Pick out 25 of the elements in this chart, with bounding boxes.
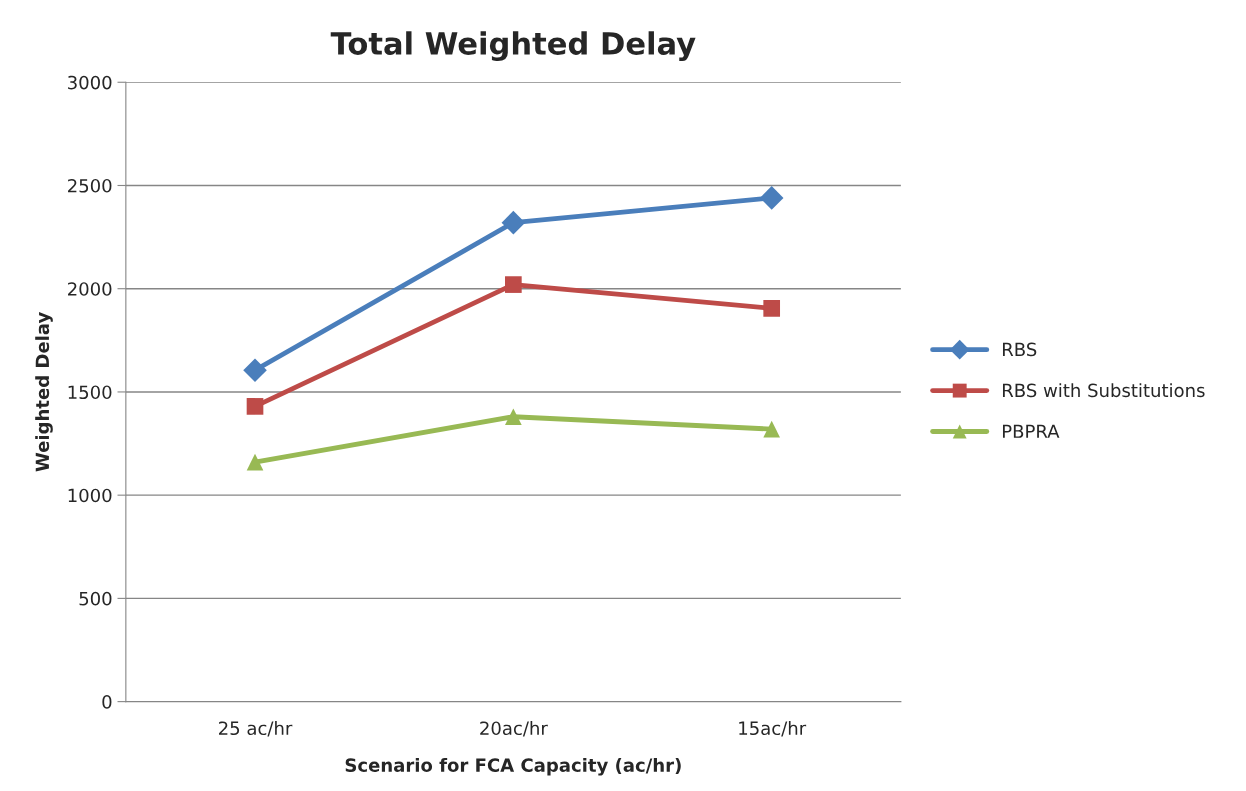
y-tick-label: 2000: [68, 282, 112, 296]
legend-label: PBPRA: [1002, 424, 1060, 438]
point: [501, 210, 526, 235]
point: [246, 453, 264, 471]
point: [759, 186, 784, 210]
y-tick-label: 2500: [68, 178, 112, 193]
point: [246, 398, 264, 415]
x-axis-title: Scenario for FCA Capacity (ac/hr): [345, 757, 681, 776]
point: [763, 299, 781, 317]
point: [243, 358, 267, 383]
y-axis-title: Weighted Delay: [35, 312, 53, 472]
legend-label: RBS: [1002, 342, 1037, 357]
legend-label: RBS with Substitutions: [1002, 383, 1205, 398]
y-tick-label: 1500: [68, 385, 112, 400]
point: [505, 276, 522, 293]
x-tick-label: 25 ac/hr: [219, 721, 293, 737]
y-tick-label: 500: [79, 591, 112, 606]
x-tick-label: 20ac/hr: [480, 721, 548, 737]
point: [763, 420, 781, 438]
chart-title: Total Weighted Delay: [330, 31, 696, 62]
y-tick-label: 0: [102, 695, 112, 709]
y-tick-label: 3000: [68, 75, 112, 90]
y-tick-label: 1000: [68, 488, 112, 503]
x-tick-label: 15ac/hr: [739, 721, 807, 737]
point: [505, 408, 522, 426]
